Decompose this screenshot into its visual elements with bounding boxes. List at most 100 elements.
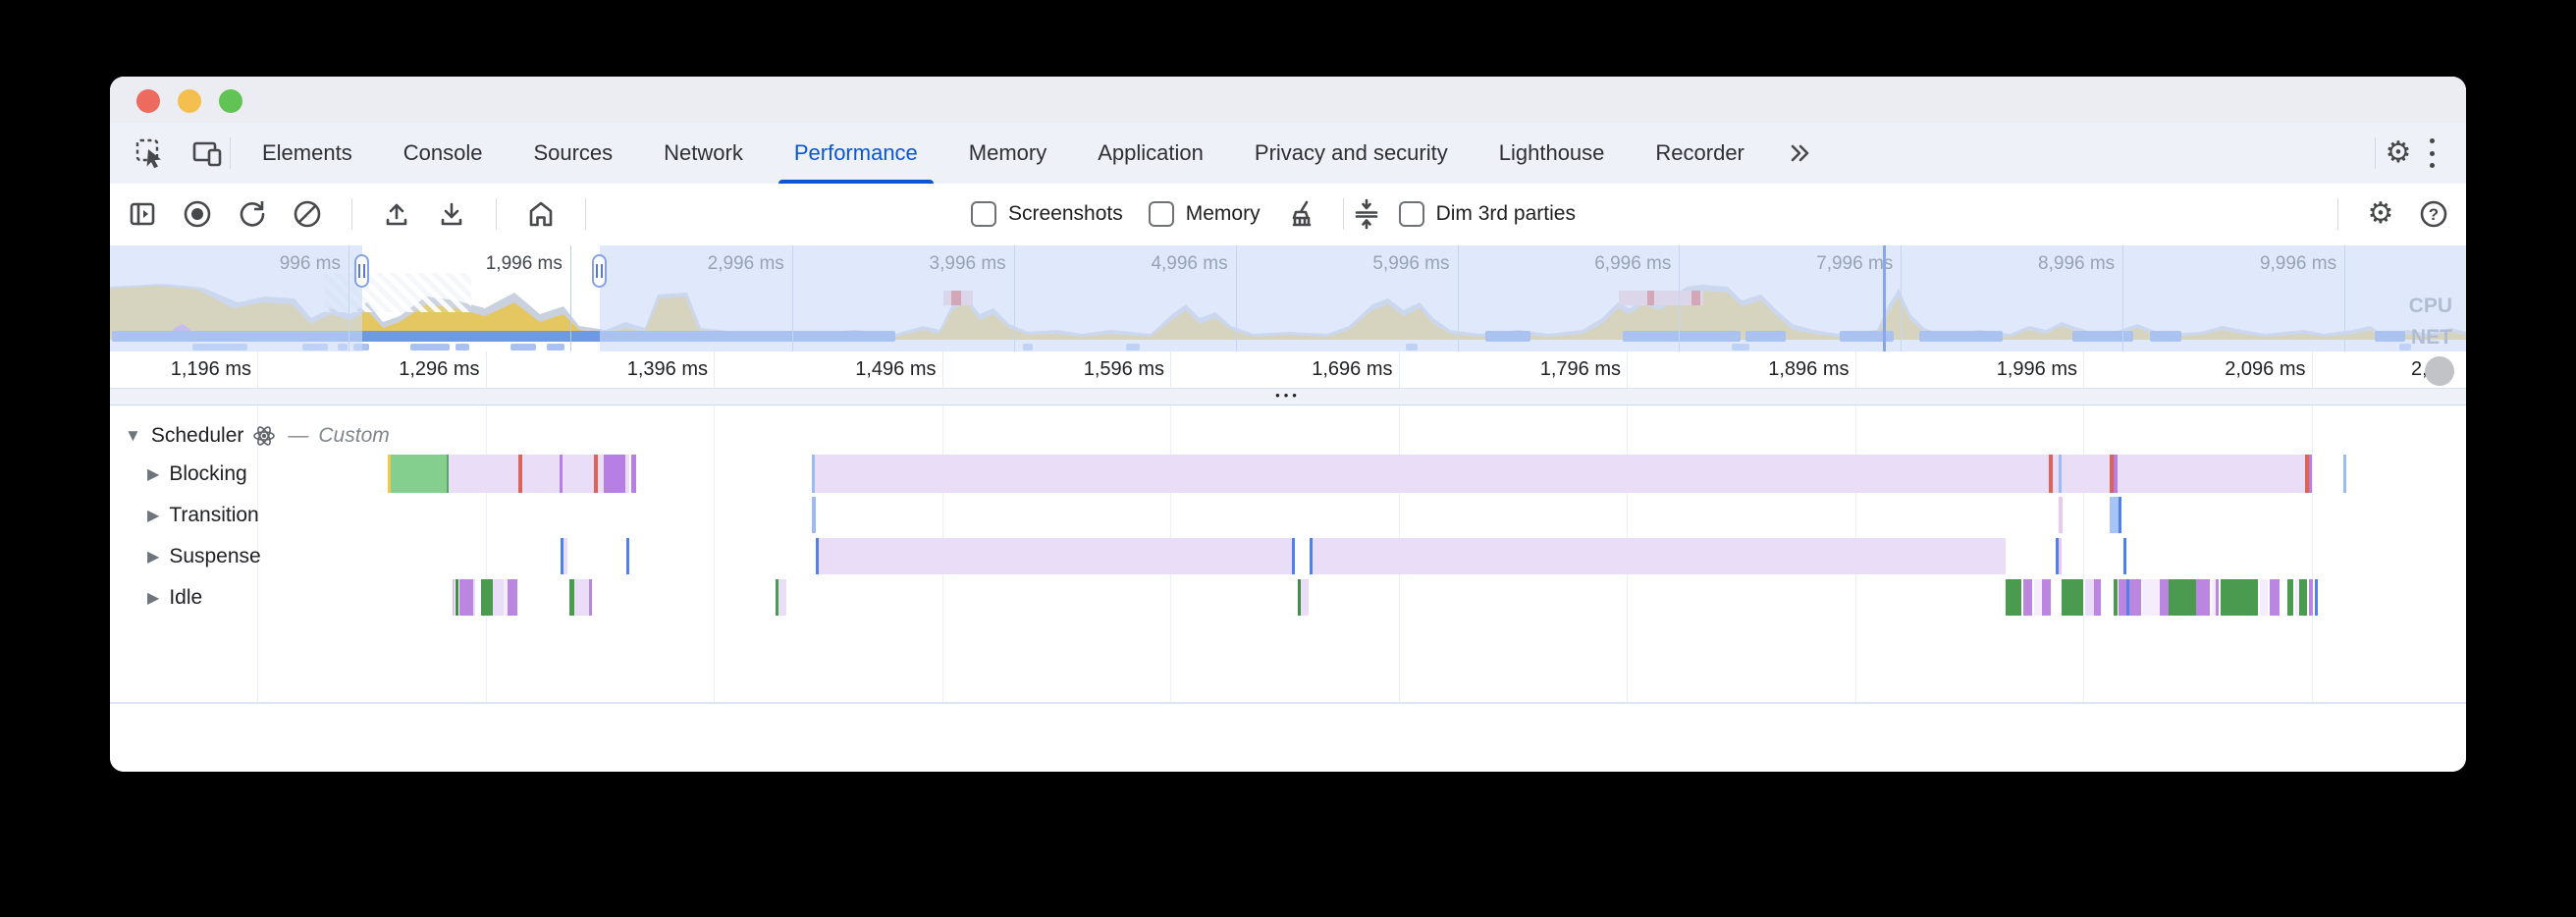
row-label-blocking[interactable]: ▶ Blocking [147,462,247,486]
transition-segment[interactable] [2059,497,2063,533]
idle-segment[interactable] [456,579,458,616]
close-window-button[interactable] [136,89,160,113]
vertical-scrollbar-thumb[interactable] [2425,356,2454,386]
idle-segment[interactable] [2221,579,2258,616]
expand-triangle-icon[interactable]: ▶ [147,549,160,566]
screenshots-checkbox[interactable] [971,201,996,227]
idle-segment[interactable] [2034,579,2042,616]
shrink-rows-icon[interactable] [1350,197,1383,231]
blocking-segment[interactable] [391,455,447,493]
blocking-segment[interactable] [2049,455,2053,493]
dim-3rd-parties-checkbox[interactable] [1398,201,1424,227]
blocking-segment[interactable] [522,455,560,493]
more-options-icon[interactable] [2429,138,2435,168]
suspense-segment[interactable] [1292,538,1295,574]
idle-segment[interactable] [2309,579,2313,616]
blocking-segment[interactable] [812,455,815,493]
idle-segment[interactable] [1301,579,1309,616]
blocking-segment[interactable] [2062,455,2110,493]
idle-segment[interactable] [2114,579,2118,616]
help-icon[interactable]: ? [2417,197,2450,231]
idle-segment[interactable] [2196,579,2210,616]
idle-segment[interactable] [2270,579,2280,616]
collect-garbage-icon[interactable] [1286,197,1319,231]
selection-handle-left[interactable] [354,254,369,288]
idle-segment[interactable] [493,579,504,616]
blocking-segment[interactable] [563,455,594,493]
blocking-segment[interactable] [2305,455,2309,493]
blocking-segment[interactable] [594,455,598,493]
expand-triangle-icon[interactable]: ▶ [147,466,160,483]
suspense-segment[interactable] [1313,538,2006,574]
timeline-overview[interactable]: 996 ms1,996 ms2,996 ms3,996 ms4,996 ms5,… [110,245,2466,351]
transition-segment[interactable] [812,497,816,533]
idle-segment[interactable] [2006,579,2021,616]
suspense-segment[interactable] [819,538,1292,574]
suspense-segment[interactable] [816,538,819,574]
selection-handle-right[interactable] [592,254,607,288]
idle-segment[interactable] [2315,579,2318,616]
idle-segment[interactable] [778,579,786,616]
expand-triangle-icon[interactable]: ▶ [147,508,160,524]
idle-segment[interactable] [2260,579,2268,616]
live-metrics-home-icon[interactable] [524,197,558,231]
blocking-segment[interactable] [388,455,391,493]
memory-checkbox[interactable] [1148,201,1174,227]
suspense-segment[interactable] [2059,538,2062,574]
blocking-segment[interactable] [631,455,636,493]
idle-segment[interactable] [2062,579,2083,616]
row-label-idle[interactable]: ▶ Idle [147,586,202,610]
settings-gear-icon[interactable]: ⚙ [2385,136,2412,169]
idle-segment[interactable] [2129,579,2141,616]
idle-segment[interactable] [504,579,508,616]
record-button[interactable] [181,197,214,231]
idle-segment[interactable] [574,579,589,616]
load-profile-icon[interactable] [380,197,413,231]
blocking-segment[interactable] [2309,455,2312,493]
suspense-segment[interactable] [561,538,564,574]
blocking-segment[interactable] [447,455,449,493]
row-label-transition[interactable]: ▶ Transition [147,504,259,527]
tab-lighthouse[interactable]: Lighthouse [1498,140,1605,165]
idle-segment[interactable] [1298,579,1301,616]
idle-segment[interactable] [589,579,592,616]
suspense-segment[interactable] [626,538,629,574]
idle-segment[interactable] [2023,579,2032,616]
blocking-segment[interactable] [604,455,625,493]
more-tabs-button[interactable] [1770,123,1831,184]
tab-privacy-and-security[interactable]: Privacy and security [1254,140,1448,165]
idle-segment[interactable] [2042,579,2051,616]
row-label-suspense[interactable]: ▶ Suspense [147,545,261,568]
idle-segment[interactable] [481,579,493,616]
transition-segment[interactable] [2119,497,2121,533]
idle-segment[interactable] [2169,579,2196,616]
blocking-segment[interactable] [625,455,629,493]
suspense-segment[interactable] [2056,538,2059,574]
blocking-segment[interactable] [2114,455,2118,493]
idle-segment[interactable] [2216,579,2219,616]
capture-settings-gear-icon[interactable]: ⚙ [2367,197,2394,230]
suspense-segment[interactable] [564,538,567,574]
blocking-segment[interactable] [2110,455,2114,493]
idle-segment[interactable] [776,579,778,616]
transition-segment[interactable] [2110,497,2119,533]
blocking-segment[interactable] [449,455,518,493]
tab-sources[interactable]: Sources [533,140,614,165]
blocking-segment[interactable] [815,455,2049,493]
blocking-segment[interactable] [2343,455,2346,493]
tab-network[interactable]: Network [664,140,743,165]
blocking-segment[interactable] [2053,455,2059,493]
tab-memory[interactable]: Memory [968,140,1047,165]
collapse-triangle-icon[interactable]: ▼ [125,426,141,445]
scheduler-track-header[interactable]: ▼ Scheduler — Custom [125,424,390,448]
idle-segment[interactable] [453,579,455,616]
idle-segment[interactable] [2295,579,2299,616]
blocking-segment[interactable] [2059,455,2062,493]
save-profile-icon[interactable] [435,197,468,231]
idle-segment[interactable] [2160,579,2169,616]
clear-icon[interactable] [291,197,324,231]
tab-performance[interactable]: Performance [769,123,943,184]
idle-segment[interactable] [2119,579,2126,616]
blocking-segment[interactable] [2118,455,2305,493]
reload-and-record-icon[interactable] [236,197,269,231]
